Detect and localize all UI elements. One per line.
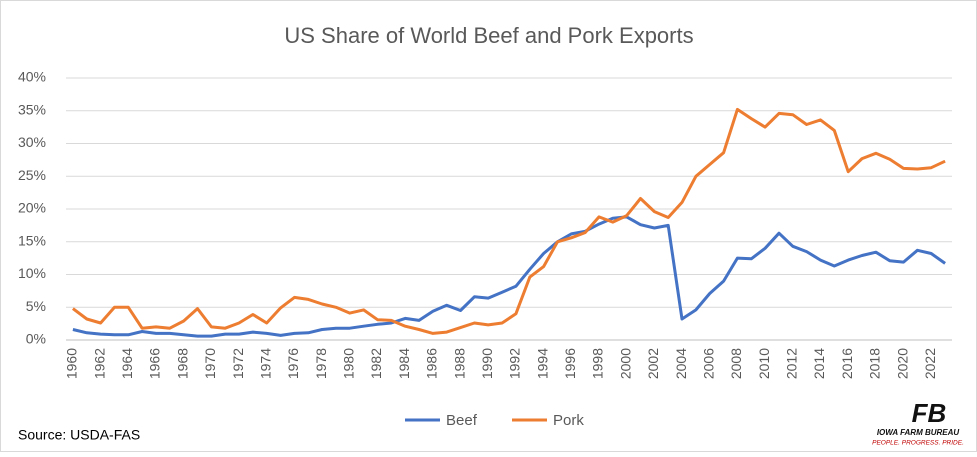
y-tick-label: 35% xyxy=(18,101,46,117)
x-tick-label: 1978 xyxy=(313,348,329,379)
x-tick-label: 2006 xyxy=(700,348,716,379)
x-tick-label: 1994 xyxy=(534,348,550,379)
y-tick-label: 30% xyxy=(18,134,46,150)
y-tick-label: 25% xyxy=(18,167,46,183)
x-tick-label: 1960 xyxy=(64,348,80,379)
source: Source: USDA-FAS xyxy=(18,427,140,443)
x-tick-label: 1964 xyxy=(119,348,135,379)
x-tick-label: 2022 xyxy=(922,348,938,379)
x-tick-label: 1986 xyxy=(424,348,440,379)
logo-name: IOWA FARM BUREAU xyxy=(877,428,960,437)
logo: FB IOWA FARM BUREAU PEOPLE. PROGRESS. PR… xyxy=(872,398,965,447)
x-tick-label: 1968 xyxy=(174,348,190,379)
x-tick-label: 2014 xyxy=(811,348,827,379)
logo-bg xyxy=(893,404,965,428)
x-tick-label: 1998 xyxy=(590,348,606,379)
y-tick-label: 5% xyxy=(26,298,46,314)
x-tick-label: 2008 xyxy=(728,348,744,379)
x-tick-label: 1990 xyxy=(479,348,495,379)
logo-mark: FB xyxy=(912,398,947,428)
y-tick-label: 0% xyxy=(26,331,46,347)
x-tick-label: 2018 xyxy=(867,348,883,379)
x-tick-label: 1974 xyxy=(257,348,273,379)
x-tick-label: 2016 xyxy=(839,348,855,379)
x-tick-label: 2010 xyxy=(756,348,772,379)
logo-tagline: PEOPLE. PROGRESS. PRIDE. xyxy=(872,440,964,447)
chart-title: US Share of World Beef and Pork Exports xyxy=(284,23,693,48)
legend-label: Beef xyxy=(446,412,478,429)
x-tick-label: 1962 xyxy=(91,348,107,379)
series-line xyxy=(72,107,946,335)
x-tick-label: 2020 xyxy=(894,348,910,379)
x-tick-label: 1992 xyxy=(507,348,523,379)
y-tick-label: 15% xyxy=(18,232,46,248)
x-tick-label: 1972 xyxy=(230,348,246,379)
x-tick-label: 1982 xyxy=(368,348,384,379)
x-tick-label: 1980 xyxy=(341,348,357,379)
x-tick-label: 1970 xyxy=(202,348,218,379)
y-tick-label: 40% xyxy=(18,69,46,85)
y-tick-label: 20% xyxy=(18,200,46,216)
x-tick-label: 2002 xyxy=(645,348,661,379)
x-tick-label: 1984 xyxy=(396,348,412,379)
x-tick-label: 1996 xyxy=(562,348,578,379)
x-tick-label: 2000 xyxy=(617,348,633,379)
legend-label: Pork xyxy=(553,412,584,429)
series-line xyxy=(72,215,946,338)
x-tick-label: 1988 xyxy=(451,348,467,379)
x-tick-label: 1966 xyxy=(147,348,163,379)
x-tick-label: 2012 xyxy=(784,348,800,379)
x-tick-label: 1976 xyxy=(285,348,301,379)
y-tick-label: 10% xyxy=(18,265,46,281)
x-tick-label: 2004 xyxy=(673,348,689,379)
